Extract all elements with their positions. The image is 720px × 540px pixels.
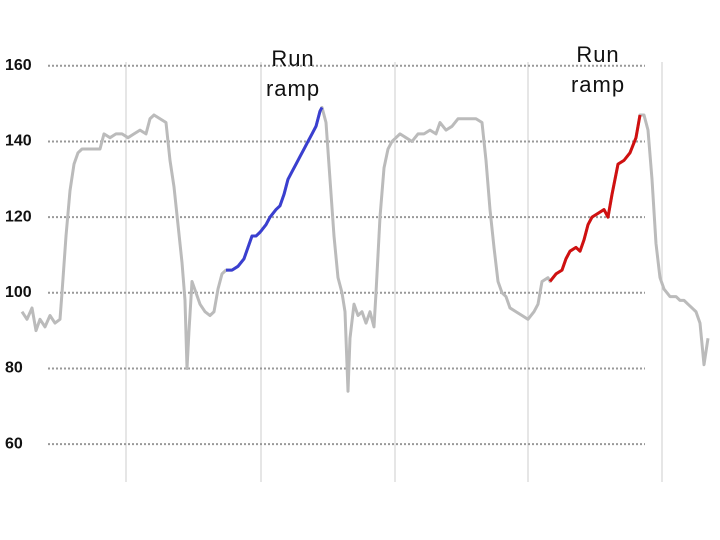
y-tick-label: 80: [5, 360, 23, 377]
y-tick-label: 100: [5, 284, 32, 301]
series-line: [548, 114, 642, 283]
series-line: [226, 106, 324, 272]
series-line: [20, 105, 710, 393]
y-tick-label: 60: [5, 435, 23, 452]
y-tick-label: 160: [5, 57, 32, 74]
y-tick-label: 120: [5, 208, 32, 225]
annotation: Run ramp: [570, 42, 626, 98]
annotation: Run ramp: [265, 46, 321, 101]
y-tick-label: 140: [5, 133, 32, 150]
